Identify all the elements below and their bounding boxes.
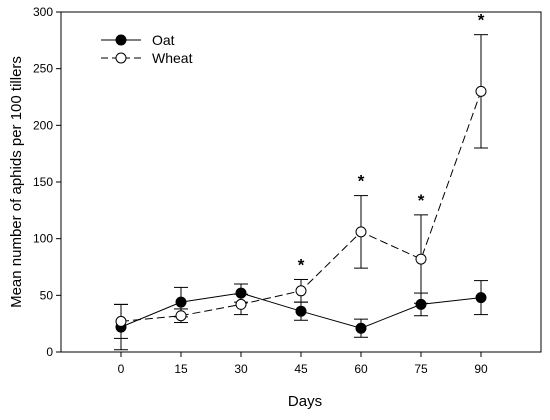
data-point [295,285,307,297]
y-tick-label: 150 [33,175,53,189]
data-point [475,292,487,304]
legend-marker [115,52,127,64]
data-point [175,296,187,308]
significance-asterisk: * [418,191,425,210]
data-point [355,322,367,334]
plot-area [114,34,488,351]
data-point [295,305,307,317]
x-tick-label: 0 [118,362,125,376]
legend-label: Wheat [152,50,193,66]
x-tick-label: 30 [234,362,248,376]
y-tick-label: 50 [40,288,54,302]
y-tick-label: 0 [46,345,53,359]
data-point [115,315,127,327]
legend-label: Oat [152,32,175,48]
x-tick-label: 60 [354,362,368,376]
legend-marker [115,34,127,46]
x-tick-label: 15 [174,362,188,376]
axes: 0 50 100 150 200 250 300 0 15 30 45 60 75 90 [33,5,542,376]
significance-asterisk: * [478,11,485,30]
y-tick-label: 250 [33,62,53,76]
series-wheat [114,34,488,339]
y-tick-label: 100 [33,232,53,246]
x-axis-title: Days [288,393,322,410]
data-point [235,298,247,310]
significance-asterisk: * [358,172,365,191]
data-point [415,253,427,265]
data-point [475,85,487,97]
y-tick-label: 200 [33,118,53,132]
x-tick-label: 90 [474,362,488,376]
data-point [175,310,187,322]
legend: Oat Wheat [101,32,193,66]
significance-marks: * * * * [298,11,485,275]
x-tick-label: 45 [294,362,308,376]
y-axis-title: Mean number of aphids per 100 tillers [8,56,25,308]
y-tick-label: 300 [33,5,53,19]
data-point [355,226,367,238]
x-tick-label: 75 [414,362,428,376]
significance-asterisk: * [298,255,305,274]
